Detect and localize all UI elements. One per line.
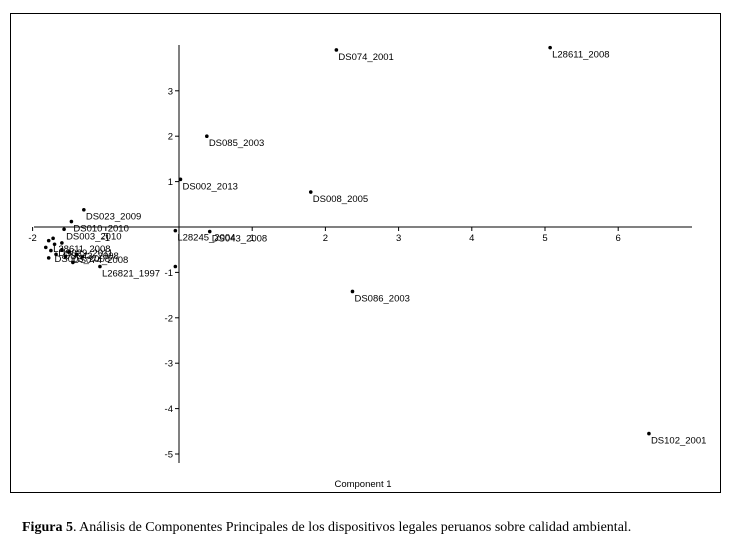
x-tick-label: 6: [616, 233, 621, 244]
x-axis-title: Component 1: [334, 479, 391, 490]
data-point: [548, 45, 552, 50]
cluster-point-label: DS074_2008: [73, 255, 128, 266]
data-point: [308, 190, 313, 194]
figure-caption-text: . Análisis de Componentes Principales de…: [72, 520, 632, 535]
point-label: DS003_2010: [66, 231, 121, 242]
data-point: [62, 227, 66, 232]
cluster-point-label: DS043_2008: [63, 251, 118, 262]
data-points: [43, 45, 651, 436]
data-point: [60, 241, 64, 245]
point-labels: L28611_2008 DS074_2001 DS085_2003 DS002_201…: [53, 50, 706, 447]
data-point: [82, 207, 86, 212]
point-label: DS002_2013: [182, 181, 237, 192]
point-label: DS086_2003: [354, 293, 409, 304]
x-tick-label: 3: [396, 233, 401, 244]
point-label: L26821_1997: [102, 268, 160, 279]
data-point: [46, 256, 51, 260]
x-tick-label: 2: [323, 233, 328, 244]
data-point: [69, 219, 74, 224]
data-point: [173, 264, 178, 269]
point-label: DS010_2010: [73, 224, 128, 235]
data-point: [60, 247, 64, 252]
data-point: [67, 250, 71, 254]
point-label: DS074_2001: [338, 52, 393, 63]
x-tick-label: 5: [542, 233, 547, 244]
data-point: [54, 252, 58, 257]
plot-frame: [10, 13, 721, 493]
data-point: [350, 289, 355, 294]
cluster-point-label: DS029_2011: [58, 248, 113, 259]
point-label: DS043_2008: [212, 234, 267, 245]
y-tick-label: 3: [168, 86, 173, 97]
x-tick-label: 4: [469, 233, 474, 244]
x-tick-label: 1: [250, 233, 255, 244]
cluster-point-label: DS003_2008: [55, 254, 110, 265]
tick-labels: -2 -1 1 2 3 4 5 6 -5 -4 -3 -2 -1 1 2 3: [28, 86, 620, 460]
point-label: L28245_2004: [177, 233, 235, 244]
y-tick-label: 1: [168, 177, 173, 188]
data-point: [207, 229, 212, 234]
point-label: DS102_2001: [651, 436, 706, 447]
y-tick-label: -5: [165, 450, 173, 461]
y-tick-label: 2: [168, 132, 173, 143]
cluster-point-label: L28611_2008: [53, 244, 110, 255]
point-label: L28611_2008: [552, 50, 609, 61]
data-point: [63, 254, 68, 259]
data-point: [52, 242, 57, 247]
data-point: [205, 134, 209, 138]
data-point: [173, 228, 178, 233]
data-point: [46, 238, 51, 243]
y-tick-label: -2: [165, 313, 173, 324]
y-tick-label: -1: [165, 268, 173, 279]
data-point: [43, 245, 48, 250]
data-point: [74, 252, 79, 257]
point-label: DS008_2005: [313, 194, 368, 205]
axes: [32, 45, 692, 463]
figure-label: Figura 5: [22, 520, 73, 535]
data-point: [80, 255, 85, 259]
data-point: [178, 177, 183, 182]
data-point: [334, 48, 339, 52]
x-tick-label: -2: [28, 233, 36, 244]
y-tick-label: -4: [165, 404, 173, 415]
data-point: [71, 260, 75, 265]
point-label: DS023_2009: [86, 212, 141, 223]
figure-caption: Figura 5. Análisis de Componentes Princi…: [22, 519, 710, 536]
data-point: [51, 236, 55, 241]
point-label: DS085_2003: [209, 138, 264, 149]
data-point: [49, 248, 53, 253]
x-tick-label: -1: [102, 233, 110, 244]
data-point: [98, 264, 102, 269]
y-tick-label: -3: [165, 359, 173, 370]
data-point: [647, 431, 651, 436]
